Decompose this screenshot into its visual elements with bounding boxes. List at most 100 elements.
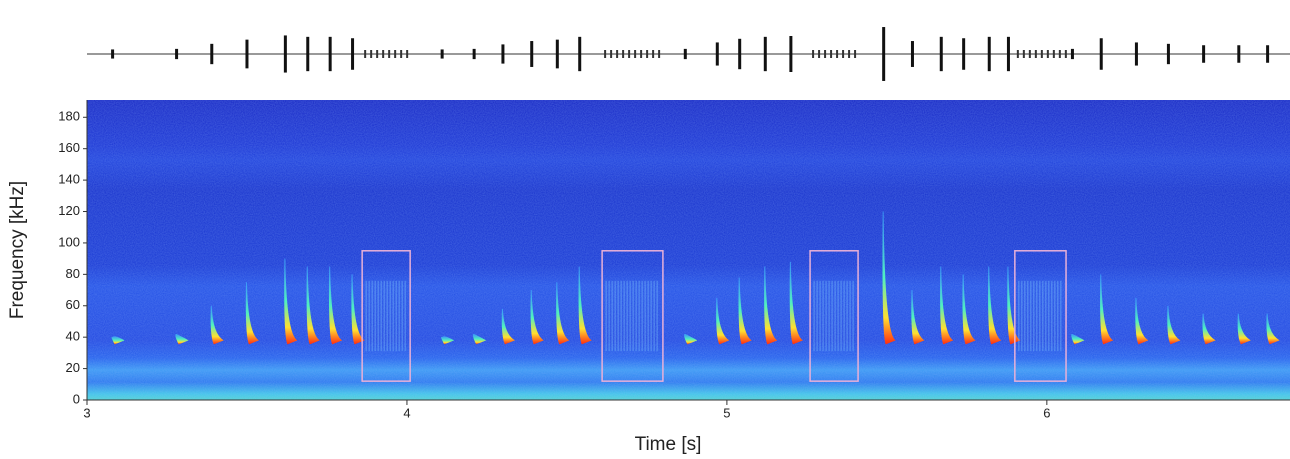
buzz-wave [646, 50, 649, 58]
buzz-wave [622, 50, 625, 58]
x-tick-label: 4 [403, 405, 410, 420]
call [245, 282, 259, 345]
buzz-box [601, 250, 664, 382]
call [111, 336, 125, 345]
call [1202, 313, 1216, 345]
call [556, 282, 570, 345]
call [1266, 313, 1280, 345]
buzz-box [1014, 250, 1067, 382]
call [328, 266, 343, 345]
waveform-pulse [555, 39, 559, 69]
call [210, 305, 224, 345]
buzz-wave [406, 50, 409, 58]
x-axis-title: Time [s] [635, 434, 702, 455]
call [472, 334, 487, 345]
waveform-pulse [245, 39, 249, 69]
call [738, 277, 752, 345]
buzz-wave [634, 50, 637, 58]
waveform-pulse [283, 35, 287, 73]
call [578, 266, 592, 345]
call [530, 290, 544, 345]
buzz-wave [1022, 50, 1025, 58]
buzz-wave [400, 50, 403, 58]
waveform-pulse [910, 41, 914, 67]
waveform-pulse [501, 44, 505, 64]
waveform-pulse [175, 48, 179, 60]
x-tick-label: 3 [83, 405, 90, 420]
call [764, 266, 778, 345]
waveform-pulse [939, 36, 943, 72]
y-tick-label: 160 [58, 140, 80, 155]
buzz-wave [812, 50, 815, 58]
buzz-wave [1028, 50, 1031, 58]
x-tick-label: 5 [723, 405, 730, 420]
buzz-wave [376, 50, 379, 58]
x-tick-label: 6 [1043, 405, 1050, 420]
call [684, 334, 698, 345]
waveform-pulse [578, 36, 582, 72]
waveform-pulse [1237, 45, 1241, 63]
waveform-pulse [440, 49, 444, 59]
call [440, 336, 455, 345]
waveform-pulse [530, 41, 534, 67]
call [284, 258, 298, 345]
buzz-wave [1034, 50, 1037, 58]
y-tick-label: 140 [58, 172, 80, 187]
buzz-wave [364, 50, 367, 58]
waveform-pulse [210, 43, 214, 65]
y-tick-label: 0 [73, 391, 80, 406]
y-tick-label: 120 [58, 203, 80, 218]
call [882, 211, 896, 345]
buzz-wave [1046, 50, 1049, 58]
buzz-wave [818, 50, 821, 58]
call [1135, 297, 1149, 345]
buzz-wave [370, 50, 373, 58]
call [306, 266, 320, 345]
y-tick-label: 180 [58, 109, 80, 124]
waveform-pulse [1202, 45, 1206, 63]
call [1167, 305, 1181, 345]
waveform-pulse [987, 36, 991, 72]
y-tick-label: 60 [66, 297, 80, 312]
buzz-wave [610, 50, 613, 58]
buzz-wave [658, 50, 661, 58]
waveform-pulse [789, 36, 793, 72]
y-tick-label: 20 [66, 360, 80, 375]
waveform-pulse [328, 36, 332, 72]
waveform-pulse [962, 38, 966, 70]
call [175, 334, 189, 345]
buzz-wave [848, 50, 851, 58]
waveform-pulse [683, 48, 687, 60]
y-tick-label: 100 [58, 234, 80, 249]
buzz-wave [382, 50, 385, 58]
y-tick-label: 80 [66, 266, 80, 281]
waveform-pulse [1070, 48, 1074, 60]
call [789, 261, 803, 345]
buzz-wave [1016, 50, 1019, 58]
call [501, 308, 515, 345]
waveform-pulse [1099, 38, 1103, 70]
buzz-wave [824, 50, 827, 58]
call [962, 274, 976, 345]
waveform [87, 27, 1290, 81]
call [1100, 274, 1114, 345]
call [988, 266, 1002, 345]
waveform-pulse [1134, 42, 1138, 66]
waveform-pulse [882, 27, 886, 81]
call [1007, 266, 1021, 345]
call [351, 274, 365, 345]
spectrogram [87, 100, 1290, 400]
waveform-pulse [1166, 43, 1170, 65]
waveform-pulse [1266, 45, 1270, 63]
call [911, 290, 925, 345]
buzz-wave [1058, 50, 1061, 58]
buzz-wave [394, 50, 397, 58]
buzz-wave [652, 50, 655, 58]
waveform-pulse [306, 36, 310, 72]
call [716, 297, 730, 345]
buzz-wave [842, 50, 845, 58]
buzz-wave [604, 50, 607, 58]
spectrogram-noise [87, 100, 1290, 400]
waveform-pulse [715, 42, 719, 66]
